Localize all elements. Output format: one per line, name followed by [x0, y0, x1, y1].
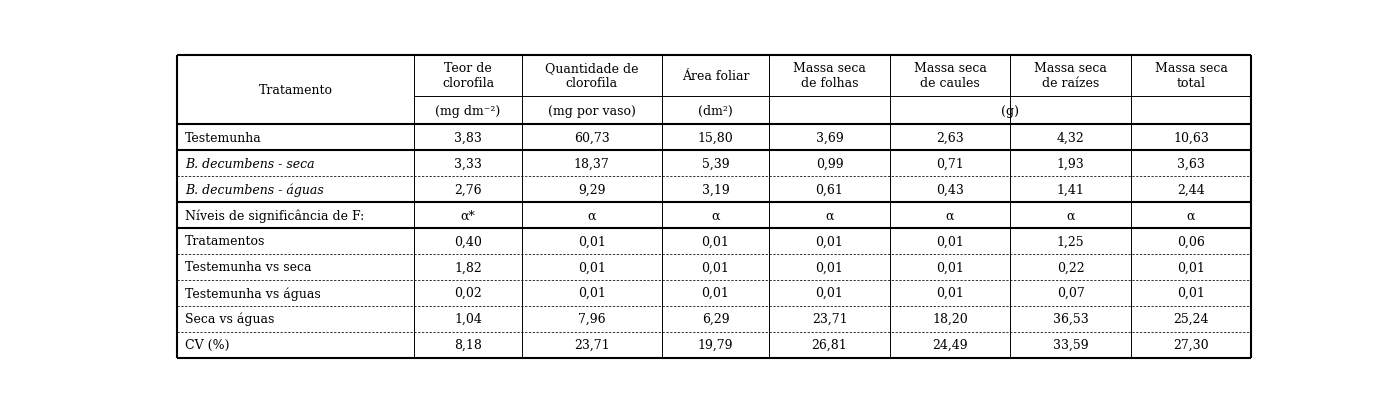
Text: Área foliar: Área foliar [682, 70, 749, 83]
Text: 0,02: 0,02 [454, 287, 482, 299]
Text: 1,04: 1,04 [454, 312, 482, 326]
Text: (dm²): (dm²) [698, 105, 733, 117]
Text: α: α [711, 209, 719, 222]
Text: 0,01: 0,01 [579, 261, 606, 274]
Text: 18,20: 18,20 [933, 312, 967, 326]
Text: 5,39: 5,39 [701, 157, 729, 170]
Text: 0,01: 0,01 [815, 235, 843, 248]
Text: 9,29: 9,29 [579, 183, 605, 196]
Text: 3,63: 3,63 [1177, 157, 1204, 170]
Text: 2,63: 2,63 [937, 131, 963, 144]
Text: 0,01: 0,01 [701, 235, 729, 248]
Text: CV (%): CV (%) [185, 338, 230, 351]
Text: 18,37: 18,37 [574, 157, 609, 170]
Text: 23,71: 23,71 [811, 312, 848, 326]
Text: 1,41: 1,41 [1057, 183, 1085, 196]
Text: B. decumbens - águas: B. decumbens - águas [185, 183, 323, 196]
Text: 3,69: 3,69 [815, 131, 843, 144]
Text: 0,71: 0,71 [937, 157, 963, 170]
Text: Seca vs águas: Seca vs águas [185, 312, 275, 326]
Text: 0,22: 0,22 [1057, 261, 1085, 274]
Text: Tratamentos: Tratamentos [185, 235, 265, 248]
Text: Quantidade de
clorofila: Quantidade de clorofila [545, 62, 638, 90]
Text: 0,01: 0,01 [937, 261, 965, 274]
Text: 24,49: 24,49 [933, 338, 967, 351]
Text: 33,59: 33,59 [1052, 338, 1089, 351]
Text: 23,71: 23,71 [574, 338, 609, 351]
Text: 27,30: 27,30 [1174, 338, 1209, 351]
Text: 0,01: 0,01 [1177, 261, 1204, 274]
Text: 0,99: 0,99 [815, 157, 843, 170]
Text: Testemunha vs seca: Testemunha vs seca [185, 261, 311, 274]
Text: 26,81: 26,81 [811, 338, 848, 351]
Text: 0,43: 0,43 [937, 183, 965, 196]
Text: B. decumbens - seca: B. decumbens - seca [185, 157, 315, 170]
Text: Massa seca
de folhas: Massa seca de folhas [793, 62, 866, 90]
Text: Massa seca
de caules: Massa seca de caules [913, 62, 987, 90]
Text: (g): (g) [1001, 105, 1019, 117]
Text: 1,93: 1,93 [1057, 157, 1085, 170]
Text: 0,01: 0,01 [579, 287, 606, 299]
Text: 0,61: 0,61 [815, 183, 843, 196]
Text: 6,29: 6,29 [701, 312, 729, 326]
Text: Teor de
clorofila: Teor de clorofila [442, 62, 493, 90]
Text: α: α [825, 209, 834, 222]
Text: α: α [945, 209, 955, 222]
Text: 0,01: 0,01 [815, 287, 843, 299]
Text: 60,73: 60,73 [574, 131, 609, 144]
Text: 3,19: 3,19 [701, 183, 729, 196]
Text: α: α [1186, 209, 1195, 222]
Text: 0,40: 0,40 [454, 235, 482, 248]
Text: 10,63: 10,63 [1174, 131, 1209, 144]
Text: α: α [587, 209, 597, 222]
Text: 0,01: 0,01 [937, 287, 965, 299]
Text: α*: α* [460, 209, 475, 222]
Text: 1,82: 1,82 [454, 261, 482, 274]
Text: 0,01: 0,01 [937, 235, 965, 248]
Text: 0,01: 0,01 [1177, 287, 1204, 299]
Text: α: α [1066, 209, 1075, 222]
Text: Testemunha vs águas: Testemunha vs águas [185, 286, 321, 300]
Text: 8,18: 8,18 [454, 338, 482, 351]
Text: 3,83: 3,83 [454, 131, 482, 144]
Text: Tratamento: Tratamento [259, 84, 333, 97]
Text: (mg por vaso): (mg por vaso) [548, 105, 636, 117]
Text: 0,01: 0,01 [815, 261, 843, 274]
Text: 0,07: 0,07 [1057, 287, 1085, 299]
Text: Níveis de significância de F:: Níveis de significância de F: [185, 209, 364, 222]
Text: 1,25: 1,25 [1057, 235, 1085, 248]
Text: 2,76: 2,76 [454, 183, 482, 196]
Text: 2,44: 2,44 [1177, 183, 1204, 196]
Text: Massa seca
de raízes: Massa seca de raízes [1034, 62, 1107, 90]
Text: 19,79: 19,79 [698, 338, 733, 351]
Text: 0,01: 0,01 [579, 235, 606, 248]
Text: 0,01: 0,01 [701, 261, 729, 274]
Text: Testemunha: Testemunha [185, 131, 262, 144]
Text: (mg dm⁻²): (mg dm⁻²) [435, 105, 500, 117]
Text: 7,96: 7,96 [579, 312, 605, 326]
Text: 3,33: 3,33 [454, 157, 482, 170]
Text: 36,53: 36,53 [1052, 312, 1089, 326]
Text: 4,32: 4,32 [1057, 131, 1085, 144]
Text: 0,06: 0,06 [1177, 235, 1204, 248]
Text: Massa seca
total: Massa seca total [1154, 62, 1228, 90]
Text: 25,24: 25,24 [1174, 312, 1209, 326]
Text: 0,01: 0,01 [701, 287, 729, 299]
Text: 15,80: 15,80 [697, 131, 733, 144]
